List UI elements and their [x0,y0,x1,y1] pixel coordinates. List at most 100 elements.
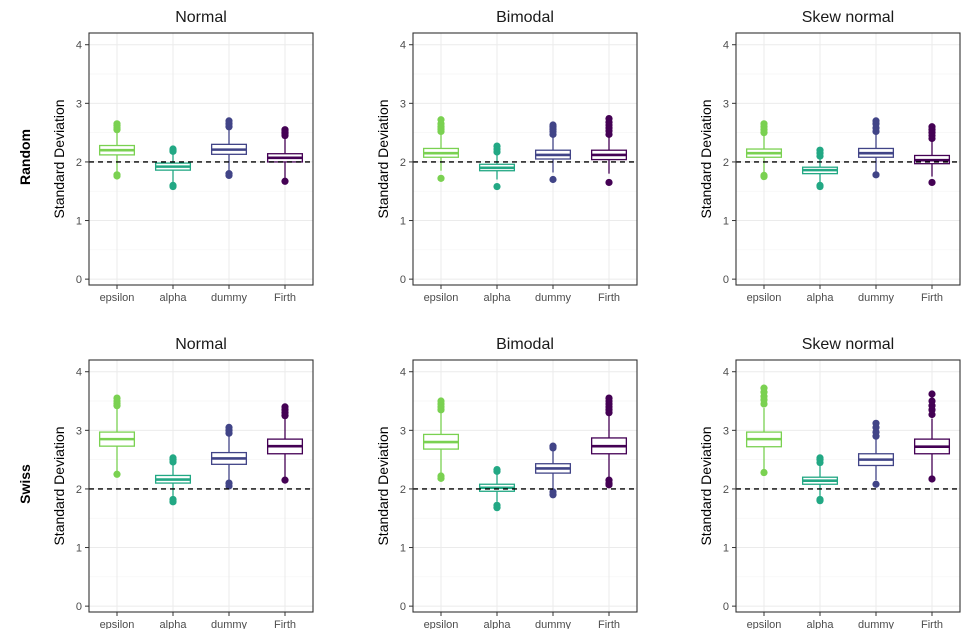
outlier-point [549,491,556,498]
y-tick-label: 2 [76,157,82,169]
outlier-point [549,176,556,183]
y-axis-label: Standard Deviation [698,99,714,218]
outlier-point [493,466,500,473]
y-axis-label: Standard Deviation [51,426,67,545]
outlier-point [281,126,288,133]
x-tick-label-alpha: alpha [807,292,835,304]
outlier-point [169,145,176,152]
box-alpha [480,143,515,191]
outlier-point [225,172,232,179]
y-tick-label: 0 [76,601,82,613]
box-alpha [156,454,191,505]
outlier-point [816,183,823,190]
outlier-point [872,420,879,427]
outlier-point [605,179,612,186]
y-tick-label: 0 [76,274,82,286]
panel-title: Normal [175,336,227,353]
box-alpha [156,145,191,190]
outlier-point [872,481,879,488]
y-tick-label: 0 [723,274,729,286]
outlier-point [493,183,500,190]
outlier-point [549,443,556,450]
box-alpha [803,454,838,504]
y-tick-label: 1 [400,543,406,555]
panel-swiss-skew-normal: 0 1 2 3 4 epsilon alpha dummy Firth Skew normal St… [698,336,960,629]
outlier-point [169,498,176,505]
x-tick-label-dummy: dummy [535,292,572,304]
panel-border [413,360,637,612]
outlier-point [437,475,444,482]
x-tick-label-dummy: dummy [535,619,572,629]
y-axis-label: Standard Deviation [698,426,714,545]
outlier-point [493,504,500,511]
x-tick-label-firth: Firth [598,292,620,304]
outlier-point [605,394,612,401]
outlier-point [113,394,120,401]
y-tick-label: 3 [400,425,406,437]
y-tick-label: 3 [76,425,82,437]
y-tick-label: 1 [723,543,729,555]
panel-random-bimodal: 0 1 2 3 4 epsilon alpha dummy Firth Bimodal Standa… [375,9,637,304]
panel-swiss-normal: 0 1 2 3 4 epsilon alpha dummy Firth Normal Standar… [51,336,313,629]
x-tick-label-dummy: dummy [858,619,895,629]
box-epsilon [100,120,135,179]
y-tick-label: 2 [723,484,729,496]
y-tick-label: 2 [400,484,406,496]
outlier-point [816,497,823,504]
x-tick-label-firth: Firth [274,619,296,629]
outlier-point [928,179,935,186]
outlier-point [437,397,444,404]
box-dummy [212,117,247,179]
panel-border [89,360,313,612]
outlier-point [225,424,232,431]
panel-grid: 0 1 2 3 4 epsilon alpha dummy Firth Normal Standar… [51,9,960,629]
x-tick-label-dummy: dummy [211,292,248,304]
outlier-point [928,475,935,482]
y-axis-label: Standard Deviation [51,99,67,218]
box-firth [592,394,627,488]
outlier-point [760,120,767,127]
panel-title: Normal [175,9,227,26]
box-dummy [536,443,571,499]
box-firth [915,390,950,482]
box-firth [268,126,303,185]
y-tick-label: 3 [76,98,82,110]
box-epsilon [424,397,459,482]
y-tick-label: 4 [400,40,406,52]
x-tick-label-epsilon: epsilon [424,619,459,629]
outlier-point [169,454,176,461]
box-alpha [803,147,838,191]
outlier-point [549,121,556,128]
y-tick-label: 3 [723,425,729,437]
x-tick-label-epsilon: epsilon [747,292,782,304]
outlier-point [437,116,444,123]
x-tick-label-firth: Firth [274,292,296,304]
outlier-point [169,183,176,190]
y-tick-label: 1 [400,216,406,228]
box-dummy [859,117,894,178]
outlier-point [281,178,288,185]
panel-title: Bimodal [496,9,554,26]
x-tick-label-alpha: alpha [484,292,512,304]
outlier-point [760,385,767,392]
outlier-point [928,397,935,404]
box-firth [268,403,303,483]
outlier-point [928,390,935,397]
y-axis-label: Standard Deviation [375,426,391,545]
outlier-point [113,172,120,179]
outlier-point [493,143,500,150]
x-tick-label-firth: Firth [598,619,620,629]
outlier-point [605,115,612,122]
y-tick-label: 0 [723,601,729,613]
y-tick-label: 2 [400,157,406,169]
panel-border [736,360,960,612]
box-dummy [212,424,247,490]
panel-swiss-bimodal: 0 1 2 3 4 epsilon alpha dummy Firth Bimodal Standa… [375,336,637,629]
y-tick-label: 4 [400,367,406,379]
y-tick-label: 0 [400,601,406,613]
x-tick-label-epsilon: epsilon [100,619,135,629]
outlier-point [872,171,879,178]
y-tick-label: 0 [400,274,406,286]
panel-title: Skew normal [802,9,894,26]
